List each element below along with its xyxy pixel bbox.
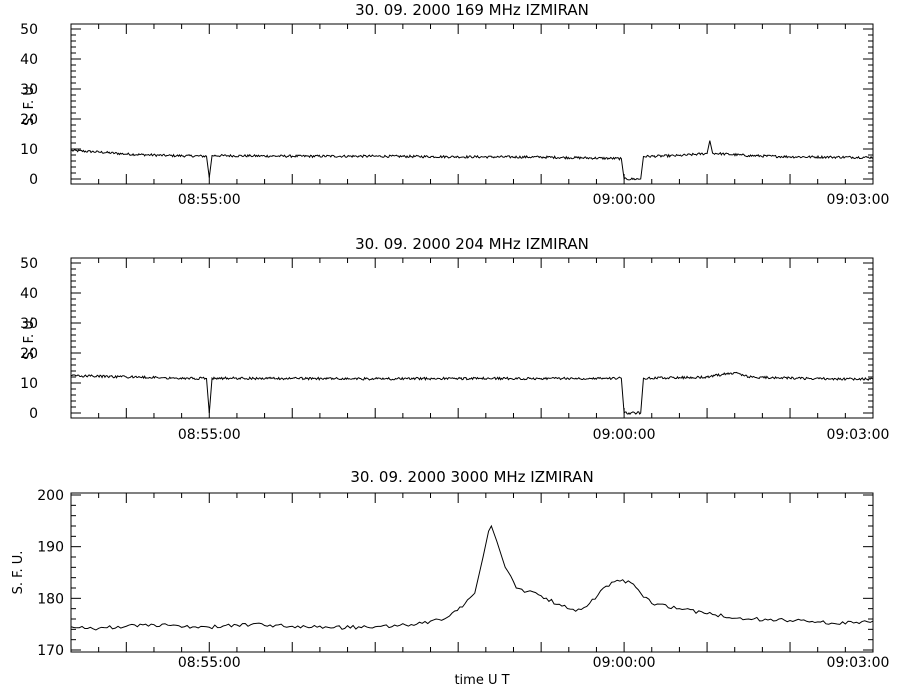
x-tick-label: 08:55:00	[178, 655, 241, 671]
y-axis-label: S. F. U.	[22, 316, 37, 360]
chart-panel-1: 30. 09. 2000 169 MHz IZMIRAN S. F. U. 0 10 2…	[20, 1, 889, 208]
y-tick-label: 0	[29, 172, 38, 188]
y-axis-label: S. F. U.	[22, 82, 37, 126]
series-line	[70, 140, 874, 181]
series-line	[70, 371, 874, 416]
x-tick-label: 08:55:00	[178, 192, 241, 208]
x-tick-label: 08:55:00	[178, 427, 241, 443]
series-line	[70, 524, 874, 631]
x-tick-label: 09:00:00	[593, 192, 656, 208]
x-tick-label: 09:03:00	[827, 192, 890, 208]
chart-title: 30. 09. 2000 204 MHz IZMIRAN	[355, 235, 589, 253]
chart-panel-3: 30. 09. 2000 3000 MHz IZMIRAN S. F. U. 170…	[11, 468, 889, 688]
y-tick-label: 170	[37, 643, 64, 659]
y-tick-label: 50	[20, 22, 38, 38]
y-tick-label: 40	[20, 52, 38, 68]
y-tick-label: 40	[20, 286, 38, 302]
y-tick-label: 180	[37, 591, 64, 607]
y-tick-label: 0	[29, 406, 38, 422]
y-tick-label: 30	[20, 82, 38, 98]
y-tick-label: 20	[20, 112, 38, 128]
chart-title: 30. 09. 2000 3000 MHz IZMIRAN	[350, 468, 593, 486]
plot-frame	[70, 492, 874, 653]
chart-panel-2: 30. 09. 2000 204 MHz IZMIRAN S. F. U. 0 10 2…	[20, 235, 889, 443]
plot-frame	[70, 257, 874, 419]
y-tick-label: 10	[20, 376, 38, 392]
x-axis-label: time U T	[454, 673, 509, 688]
y-tick-label: 20	[20, 346, 38, 362]
y-axis-label: S. F. U.	[11, 551, 26, 595]
plot-frame	[70, 23, 874, 185]
x-tick-label: 09:03:00	[827, 427, 890, 443]
x-tick-label: 09:03:00	[827, 655, 890, 671]
y-tick-label: 30	[20, 316, 38, 332]
y-tick-label: 10	[20, 142, 38, 158]
y-tick-label: 50	[20, 256, 38, 272]
chart-title: 30. 09. 2000 169 MHz IZMIRAN	[355, 1, 589, 19]
y-tick-label: 190	[37, 540, 64, 556]
y-tick-label: 200	[37, 488, 64, 504]
x-tick-label: 09:00:00	[593, 655, 656, 671]
x-tick-label: 09:00:00	[593, 427, 656, 443]
